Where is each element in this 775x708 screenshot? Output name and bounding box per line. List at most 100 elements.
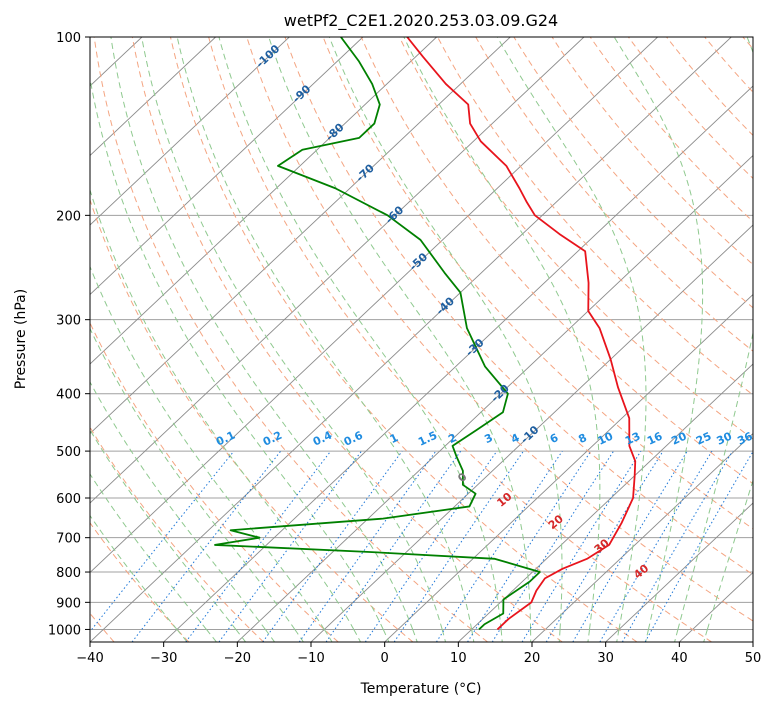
moist-adiabat-line xyxy=(176,37,473,630)
mixing-ratio-label: 16 xyxy=(645,429,665,447)
moist-adiabat-line xyxy=(90,428,237,630)
y-tick-label: 100 xyxy=(56,31,81,46)
moist-adiabat-line xyxy=(353,629,361,642)
moist-adiabat-line xyxy=(328,37,563,630)
dry-adiabat-line xyxy=(513,37,753,309)
isotherm-line xyxy=(237,154,753,642)
mixing-ratio-line xyxy=(185,450,332,642)
moist-adiabat-line xyxy=(500,629,503,642)
mixing-ratio-label: 36 xyxy=(735,429,755,447)
x-tick-label: 50 xyxy=(745,651,762,666)
x-tick-label: 10 xyxy=(450,651,467,666)
moist-adiabat-line xyxy=(235,629,247,642)
moist-adiabat-line xyxy=(90,514,178,630)
moist-adiabat-line xyxy=(176,629,188,642)
x-tick-label: −30 xyxy=(150,651,177,666)
dry-adiabat-line xyxy=(360,37,753,485)
isotherm-line xyxy=(0,37,68,642)
isotherm-line xyxy=(90,37,658,574)
moist-adiabat-line xyxy=(613,37,704,630)
y-axis-label: Pressure (hPa) xyxy=(13,289,29,389)
moist-adiabat-line xyxy=(264,629,276,642)
mixing-ratio-line xyxy=(218,450,362,642)
y-tick-label: 700 xyxy=(56,532,81,547)
mixing-ratio-line xyxy=(364,450,498,642)
moist-adiabat-line xyxy=(90,265,325,630)
y-tick-label: 300 xyxy=(56,314,81,329)
isotherm-line xyxy=(384,293,753,642)
grid-lines xyxy=(0,37,753,642)
dry-adiabat-line xyxy=(284,37,753,576)
profile-series xyxy=(214,37,637,631)
moist-adiabat-line xyxy=(141,37,443,630)
moist-adiabat-line xyxy=(110,37,414,630)
moist-adiabat-line xyxy=(645,629,649,642)
mixing-ratio-line xyxy=(644,450,753,642)
x-tick-label: −20 xyxy=(224,651,251,666)
moist-adiabat-line xyxy=(294,629,304,642)
isotherm-line xyxy=(163,85,753,642)
mixing-ratio-line xyxy=(467,450,592,642)
y-tick-label: 800 xyxy=(56,566,81,581)
x-tick-label: −40 xyxy=(76,651,103,666)
y-tick-label: 600 xyxy=(56,492,81,507)
chart-title: wetPf2_C2E1.2020.253.03.09.G24 xyxy=(284,11,558,31)
mixing-ratio-line xyxy=(435,450,563,642)
plot-frame xyxy=(89,36,754,643)
y-tick-label: 1000 xyxy=(48,623,81,638)
x-tick-label: 40 xyxy=(671,651,688,666)
isotherm-line xyxy=(90,37,437,365)
mixing-ratio-line xyxy=(298,450,437,642)
moist-adiabat-line xyxy=(496,37,647,630)
temperature-profile-line xyxy=(406,37,637,631)
moist-adiabat-line xyxy=(90,327,296,630)
moist-adiabat-line xyxy=(677,37,753,630)
x-tick-label: 30 xyxy=(597,651,614,666)
isotherm-line xyxy=(310,224,753,642)
mixing-ratio-line xyxy=(262,450,403,642)
dry-adiabat-line xyxy=(322,37,753,530)
mixing-ratio-label: 20 xyxy=(669,429,689,447)
mixing-ratio-line xyxy=(491,450,615,642)
y-tick-label: 900 xyxy=(56,596,81,611)
mixing-ratio-label: 25 xyxy=(694,430,713,448)
isotherm-line xyxy=(90,37,216,157)
dry-adiabat-line xyxy=(475,37,753,352)
moist-adiabat-line xyxy=(403,37,601,630)
moist-adiabat-line xyxy=(616,629,620,642)
moist-adiabat-line xyxy=(587,629,591,642)
x-axis-label: Temperature (°C) xyxy=(360,681,482,697)
dry-adiabat-line xyxy=(90,321,339,642)
x-tick-label: −10 xyxy=(297,651,324,666)
moist-adiabat-line xyxy=(90,380,266,630)
dry-adiabat-line xyxy=(169,37,638,642)
isotherm-line xyxy=(605,502,753,642)
moist-adiabat-line xyxy=(218,37,502,630)
dry-adiabat-line xyxy=(437,37,753,396)
isotherm-line xyxy=(90,37,511,435)
isotherm-line xyxy=(752,641,753,642)
isotherm-line xyxy=(90,37,290,226)
moist-adiabat-line xyxy=(471,629,475,642)
mixing-ratio-line xyxy=(545,450,664,642)
mixing-ratio-line xyxy=(325,450,462,642)
x-tick-label: 0 xyxy=(381,651,389,666)
moist-adiabat-line xyxy=(323,629,333,642)
dry-adiabat-line xyxy=(93,37,488,642)
dry-adiabat-line xyxy=(90,198,414,642)
moist-adiabat-line xyxy=(706,478,753,630)
axes: −40 −30 −20 −10 0 10 20 30 40 50 100 200 300 400 500 60… xyxy=(48,31,761,666)
mixing-ratio-label: 10 xyxy=(596,429,616,447)
moist-adiabat-line xyxy=(206,629,217,642)
x-tick-label: 20 xyxy=(524,651,541,666)
moist-adiabat-line xyxy=(90,473,207,630)
dry-adiabat-line xyxy=(90,426,264,642)
moist-adiabat-line xyxy=(90,75,384,630)
mixing-ratio-line xyxy=(90,450,235,633)
isotherm-line xyxy=(90,37,585,504)
isotherm-line xyxy=(531,432,753,642)
dry-adiabat-line xyxy=(208,37,712,642)
mixing-ratio-line xyxy=(393,450,524,642)
moist-adiabat-line xyxy=(268,37,532,630)
moist-adiabat-line xyxy=(703,629,708,642)
